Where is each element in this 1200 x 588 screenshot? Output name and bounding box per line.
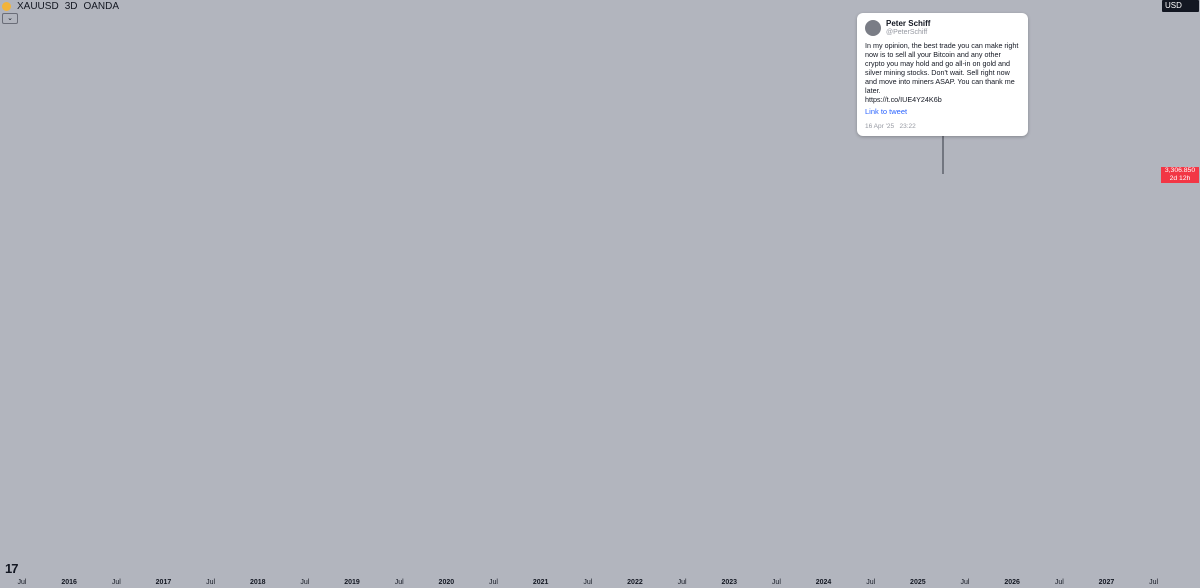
symbol-header[interactable]: XAUUSD 3D OANDA	[2, 1, 119, 12]
time-tick-label: 2023	[721, 579, 737, 586]
time-tick-label: 2024	[816, 579, 832, 586]
time-tick-label: Jul	[489, 579, 498, 586]
tweet-timestamp: 16 Apr '25 23:22	[865, 123, 916, 130]
currency-button[interactable]: USD	[1162, 0, 1199, 12]
time-tick-label: Jul	[395, 579, 404, 586]
time-tick-label: 2022	[627, 579, 643, 586]
avatar	[865, 20, 881, 36]
time-tick-label: Jul	[678, 579, 687, 586]
time-tick-label: 2026	[1004, 579, 1020, 586]
time-tick-label: 2020	[439, 579, 455, 586]
tweet-author-name: Peter Schiff	[886, 19, 931, 28]
time-tick-label: Jul	[18, 579, 27, 586]
tweet-card[interactable]: Peter Schiff @PeterSchiff In my opinion,…	[857, 13, 1028, 136]
tweet-text: In my opinion, the best trade you can ma…	[865, 41, 1019, 104]
symbol-name: XAUUSD	[17, 1, 59, 12]
time-tick-label: Jul	[112, 579, 121, 586]
time-tick-label: Jul	[206, 579, 215, 586]
time-tick-label: 2019	[344, 579, 360, 586]
time-tick-label: Jul	[1055, 579, 1064, 586]
exchange-label: OANDA	[83, 1, 120, 12]
time-tick-label: Jul	[300, 579, 309, 586]
gold-icon	[2, 2, 11, 11]
time-tick-label: 2017	[156, 579, 172, 586]
time-axis: Jul 2016 Jul 2017 Jul 2018 Jul 2019 Jul 2020 Jul 20…	[18, 579, 1159, 586]
time-tick-label: Jul	[1149, 579, 1158, 586]
tweet-author-handle: @PeterSchiff	[886, 29, 928, 36]
time-tick-label: 2025	[910, 579, 926, 586]
time-tick-label: 2021	[533, 579, 549, 586]
time-tick-label: Jul	[583, 579, 592, 586]
time-tick-label: Jul	[961, 579, 970, 586]
collapse-chevron-icon[interactable]: ⌄	[2, 13, 18, 24]
time-tick-label: Jul	[772, 579, 781, 586]
tweet-date: 16 Apr '25	[865, 123, 895, 130]
tradingview-logo-icon[interactable]: 17	[5, 561, 19, 576]
interval-label: 3D	[64, 1, 78, 12]
time-tick-label: 2018	[250, 579, 266, 586]
tweet-link[interactable]: Link to tweet	[865, 107, 908, 116]
time-tick-label: 2016	[61, 579, 77, 586]
time-tick-label: Jul	[866, 579, 875, 586]
last-price-value: 3,306.850	[1164, 167, 1196, 174]
time-tick-label: 2027	[1099, 579, 1115, 586]
last-price-label: 3,306.850 2d 12h	[1161, 167, 1199, 183]
tweet-time: 23:22	[899, 123, 916, 130]
bar-countdown: 2d 12h	[1169, 175, 1191, 182]
